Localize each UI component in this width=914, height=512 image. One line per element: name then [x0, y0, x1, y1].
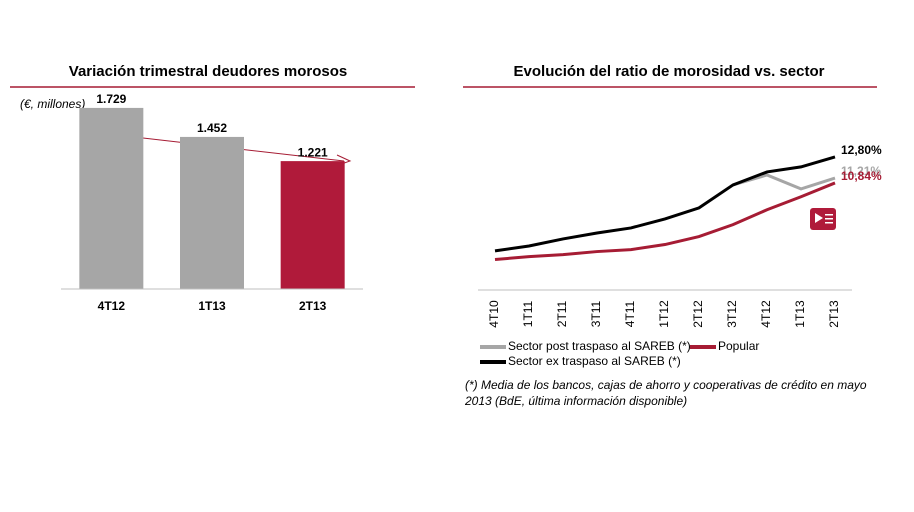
footnote: (*) Media de los bancos, cajas de ahorro… [465, 378, 867, 392]
end-label: 12,80% [841, 143, 882, 157]
x-tick-label: 2T12 [691, 300, 705, 328]
x-tick-label: 1T13 [198, 299, 226, 313]
series-line [494, 155, 836, 253]
series-line [494, 181, 836, 262]
series-line [732, 173, 836, 191]
x-tick-label: 2T13 [299, 299, 327, 313]
legend-label: Sector post traspaso al SAREB (*) [508, 339, 691, 353]
x-tick-label: 4T12 [759, 300, 773, 328]
value-label: 1.452 [197, 121, 227, 135]
bar [280, 161, 345, 289]
x-tick-label: 3T11 [589, 300, 603, 327]
bar [180, 136, 244, 289]
bar [79, 107, 144, 289]
value-label: 1.221 [298, 145, 328, 159]
x-tick-label: 4T10 [487, 300, 501, 328]
x-tick-label: 1T12 [657, 300, 671, 328]
x-tick-label: 2T13 [827, 300, 841, 328]
value-label: 1.729 [96, 92, 126, 106]
x-tick-label: 1T11 [521, 300, 535, 327]
footnote: 2013 (BdE, última información disponible… [464, 394, 687, 408]
bar-chart-title: Variación trimestral deudores morosos [69, 63, 347, 80]
x-tick-label: 4T12 [98, 299, 126, 313]
end-label: 11,21% [841, 164, 881, 178]
logo [810, 208, 836, 230]
x-tick-label: 4T11 [623, 300, 637, 327]
end-label: 10,84% [841, 169, 882, 183]
x-tick-label: 1T13 [793, 300, 807, 328]
x-tick-label: 2T11 [555, 300, 569, 327]
legend-label: Sector ex traspaso al SAREB (*) [508, 354, 681, 368]
legend-label: Popular [718, 339, 759, 353]
bar-chart-subtitle: (€, millones) [20, 97, 85, 111]
x-tick-label: 3T12 [725, 300, 739, 328]
line-chart-title: Evolución del ratio de morosidad vs. sec… [514, 63, 825, 80]
